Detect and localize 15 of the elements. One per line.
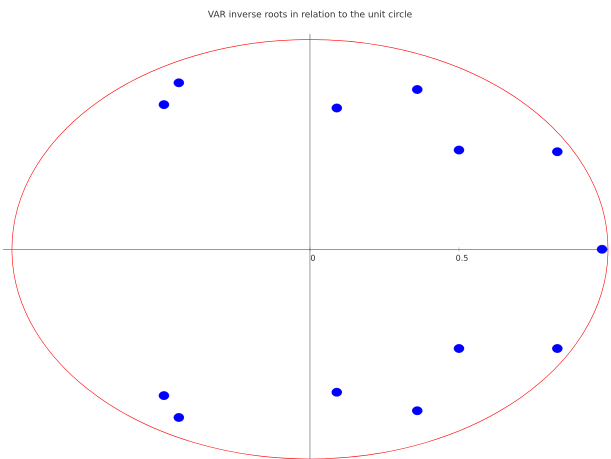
point (174, 78, 184, 88)
point (332, 104, 342, 112)
x-tick-label: 0 (310, 254, 315, 261)
point (332, 388, 342, 397)
point (454, 146, 464, 154)
point (158, 100, 170, 110)
chart-title: VAR inverse roots in relation to the unit circle (208, 10, 412, 18)
point (412, 406, 422, 416)
point (412, 85, 422, 94)
point (552, 344, 563, 353)
point (158, 391, 170, 400)
x-tick-label: 0.5 (456, 254, 468, 261)
point (454, 344, 464, 353)
point (552, 147, 563, 156)
point (174, 413, 184, 422)
